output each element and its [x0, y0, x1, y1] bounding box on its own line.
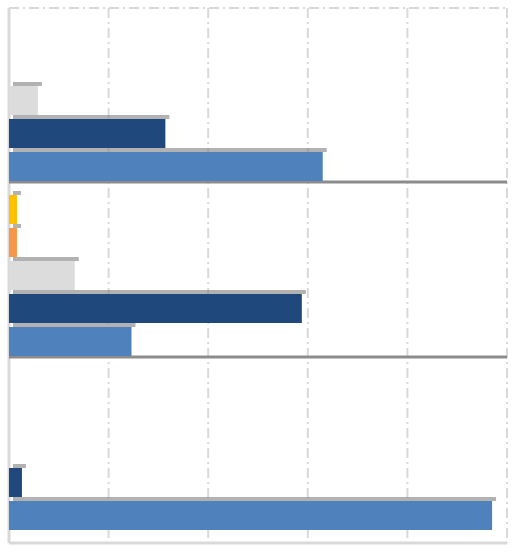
bar-depth	[13, 191, 21, 195]
bar	[9, 294, 302, 323]
bar-depth	[13, 115, 170, 119]
bar	[9, 86, 38, 115]
bar	[9, 152, 323, 181]
bar	[9, 501, 493, 530]
bar-depth	[13, 82, 42, 86]
bar	[9, 261, 75, 290]
bar-depth	[13, 497, 497, 501]
plot-frame	[7, 7, 507, 545]
bar	[9, 327, 132, 356]
bar-depth	[13, 290, 306, 294]
bar-depth	[13, 148, 327, 152]
bar	[9, 195, 17, 224]
bar	[9, 468, 22, 497]
bar	[9, 228, 17, 257]
bar	[9, 119, 166, 148]
bar-depth	[13, 224, 21, 228]
bar-depth	[13, 464, 26, 468]
bars	[9, 82, 497, 530]
bar-depth	[13, 257, 79, 261]
grid-lines	[107, 8, 508, 543]
bar-depth	[13, 323, 136, 327]
